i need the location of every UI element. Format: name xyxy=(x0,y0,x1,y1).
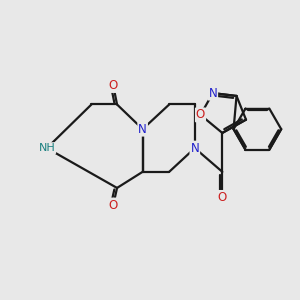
Text: O: O xyxy=(196,108,205,122)
Text: N: N xyxy=(138,123,147,136)
Text: NH: NH xyxy=(38,143,55,153)
Text: O: O xyxy=(109,199,118,212)
Text: O: O xyxy=(218,191,227,204)
Text: O: O xyxy=(109,79,118,92)
Text: N: N xyxy=(208,87,217,100)
Text: N: N xyxy=(190,142,199,154)
